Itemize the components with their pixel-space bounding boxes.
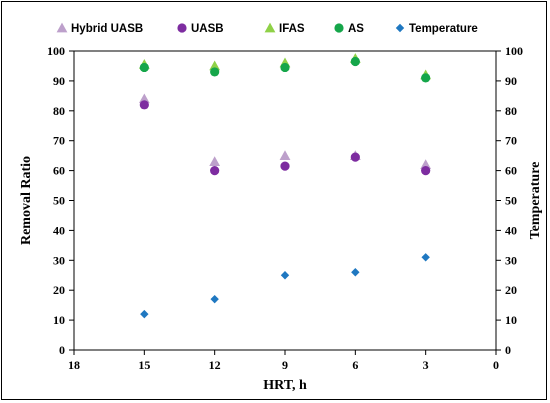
y2-tick-label: 90 [505,74,517,88]
y-tick-label: 10 [53,313,65,327]
x-tick-label: 0 [493,358,499,372]
legend-marker-ifas [264,22,276,33]
y2-tick-label: 60 [505,164,517,178]
y-tick-label: 20 [53,283,65,297]
y2-tick-label: 30 [505,253,517,267]
as-point [280,62,290,73]
hybrid-uasb-point [420,159,432,169]
legend-marker-as [334,23,344,33]
legend-label-temperature: Temperature [409,23,478,35]
y2-axis-title: Temperature [528,162,543,240]
y2-tick-label: 0 [505,343,511,357]
uasb-point [139,100,149,110]
legend-label-hybrid-uasb: Hybrid UASB [71,23,143,35]
x-tick-label: 15 [138,358,150,372]
y-tick-label: 40 [53,223,65,237]
y-axis-left: 0 10 20 30 40 50 60 70 80 90 100 [47,44,74,357]
temperature-point [140,309,149,319]
temperature-point [351,268,360,277]
y2-tick-label: 80 [505,104,517,118]
legend-item-hybrid-uasb: Hybrid UASB [56,22,143,35]
y-axis-title: Removal Ratio [19,156,34,245]
y2-tick-label: 10 [505,313,517,327]
y-tick-label: 0 [59,343,65,357]
legend-item-as: AS [334,23,364,35]
temperature-point [421,253,430,262]
legend-marker-temperature [395,23,405,33]
uasb-point [421,166,431,176]
temperature-point [210,294,219,304]
legend-label-as: AS [348,23,364,35]
as-point [421,73,431,83]
y-axis-right: 0 10 20 30 40 50 60 70 80 90 100 [496,44,523,357]
legend-marker-hybrid-uasb [56,22,68,33]
uasb-point [210,166,220,176]
y2-tick-label: 40 [505,223,517,237]
legend: Hybrid UASB UASB IFAS AS Temperature [56,22,478,35]
ifas-point [209,60,221,71]
y-tick-label: 90 [53,74,65,88]
y2-tick-label: 20 [505,283,517,297]
y-tick-label: 100 [47,44,65,58]
hybrid-uasb-point [279,150,291,160]
as-point [210,67,220,77]
y-tick-label: 30 [53,253,65,267]
y2-tick-label: 70 [505,134,517,148]
uasb-point [280,161,290,171]
legend-label-uasb: UASB [191,23,224,35]
legend-item-ifas: IFAS [264,22,305,35]
legend-label-ifas: IFAS [279,23,305,35]
plot-area [73,50,497,351]
temperature-point [280,271,290,280]
legend-marker-uasb [177,23,187,33]
y2-tick-label: 50 [505,194,517,208]
x-tick-label: 3 [423,358,429,372]
x-tick-label: 6 [352,358,358,372]
legend-item-temperature: Temperature [395,23,478,35]
legend-item-uasb: UASB [177,23,224,35]
x-tick-label: 18 [68,358,80,372]
hybrid-uasb-point [209,156,221,166]
uasb-point [350,152,360,162]
y2-tick-label: 100 [505,44,523,58]
y-tick-label: 60 [53,164,65,178]
as-point [350,56,360,67]
y-tick-label: 80 [53,104,65,118]
x-axis: 18 15 12 9 6 3 0 [68,350,499,372]
x-tick-label: 12 [209,358,221,372]
x-tick-label: 9 [282,358,288,372]
data-points [138,53,432,319]
as-point [139,62,149,73]
y-tick-label: 70 [53,134,65,148]
hybrid-uasb-point [138,93,150,104]
y-tick-label: 50 [53,194,65,208]
x-axis-title: HRT, h [263,378,307,393]
